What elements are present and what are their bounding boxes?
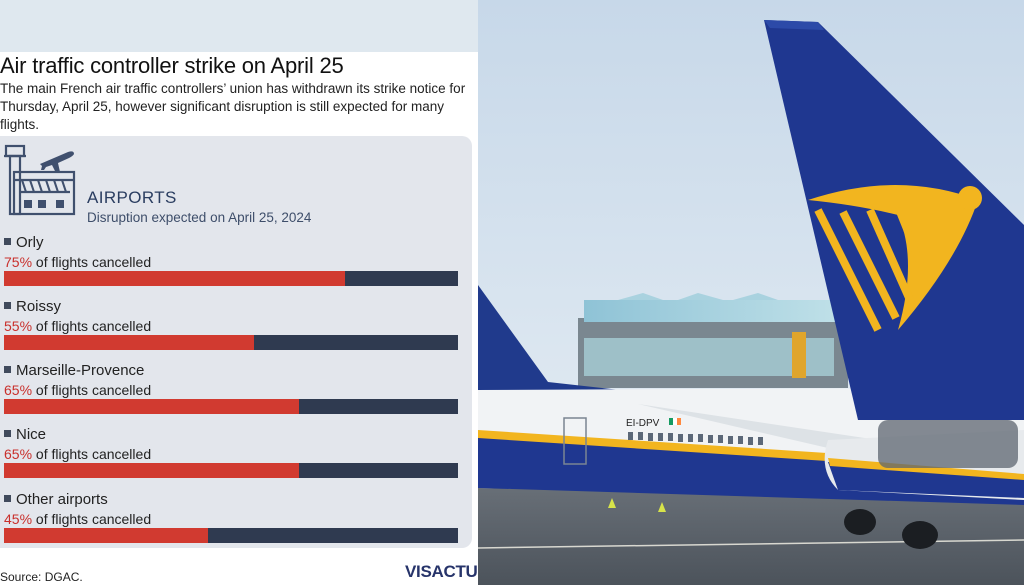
airport-name: Nice	[4, 426, 46, 443]
airport-row: Marseille-Provence 65% of flights cancell…	[0, 362, 472, 422]
logo-text: VISACTU	[405, 562, 478, 581]
infographic-title: Air traffic controller strike on April 2…	[0, 53, 344, 78]
airport-name: Roissy	[4, 298, 61, 315]
cancel-suffix: of flights cancelled	[32, 382, 152, 398]
cancel-suffix: of flights cancelled	[32, 318, 152, 334]
airport-row: Other airports 45% of flights cancelled	[0, 491, 472, 551]
bullet-icon	[4, 302, 11, 309]
bar-track	[4, 399, 458, 414]
cancel-percent: 75%	[4, 254, 33, 270]
bar-track	[4, 463, 458, 478]
bullet-icon	[4, 495, 11, 502]
airport-row: Orly 75% of flights cancelled	[0, 234, 472, 294]
airport-label: Orly	[16, 234, 44, 251]
background-photo: EI-DPV	[478, 0, 1024, 585]
cancel-suffix: of flights cancelled	[32, 446, 152, 462]
cancel-stat: 55% of flights cancelled	[4, 318, 151, 334]
airport-label: Other airports	[16, 491, 108, 508]
cancel-percent: 45%	[4, 511, 33, 527]
airport-label: Marseille-Provence	[16, 362, 145, 379]
bullet-icon	[4, 238, 11, 245]
cancel-stat: 75% of flights cancelled	[4, 254, 151, 270]
bullet-icon	[4, 366, 11, 373]
airport-name: Other airports	[4, 491, 108, 508]
tail-fin	[764, 20, 1024, 420]
cancel-suffix: of flights cancelled	[32, 254, 152, 270]
bar-track	[4, 335, 458, 350]
bar-track	[4, 271, 458, 286]
bar-fill	[4, 271, 345, 286]
source-note: Source: DGAC.	[0, 570, 83, 584]
section-subtitle: Disruption expected on April 25, 2024	[87, 210, 312, 225]
bar-fill	[4, 463, 299, 478]
bar-fill	[4, 528, 208, 543]
cancel-percent: 55%	[4, 318, 33, 334]
section-title: AIRPORTS	[87, 188, 177, 207]
aircraft-registration: EI-DPV	[626, 418, 660, 429]
airport-name: Marseille-Provence	[4, 362, 144, 379]
airport-label: Nice	[16, 426, 47, 443]
aircraft-fuselage: EI-DPV	[478, 388, 1024, 549]
bar-track	[4, 528, 458, 543]
airplane-icon	[40, 151, 74, 173]
infographic-panel: Air traffic controller strike on April 2…	[0, 52, 478, 585]
airport-label: Roissy	[16, 298, 62, 315]
cancel-suffix: of flights cancelled	[32, 511, 152, 527]
bullet-icon	[4, 430, 11, 437]
airport-row: Nice 65% of flights cancelled	[0, 426, 472, 486]
airport-name: Orly	[4, 234, 44, 251]
visactu-logo: VISACTU	[405, 562, 478, 582]
bar-fill	[4, 335, 254, 350]
bar-fill	[4, 399, 299, 414]
cancel-stat: 45% of flights cancelled	[4, 511, 151, 527]
cancel-percent: 65%	[4, 446, 33, 462]
airport-row: Roissy 55% of flights cancelled	[0, 298, 472, 358]
cancel-stat: 65% of flights cancelled	[4, 382, 151, 398]
infographic-subtitle: The main French air traffic controllers’…	[0, 81, 466, 132]
small-tail	[478, 285, 638, 392]
cancel-stat: 65% of flights cancelled	[4, 446, 151, 462]
control-tower-icon	[4, 144, 76, 216]
airports-card: AIRPORTS Disruption expected on April 25…	[0, 136, 472, 548]
cancel-percent: 65%	[4, 382, 33, 398]
terminal-building	[578, 293, 848, 388]
